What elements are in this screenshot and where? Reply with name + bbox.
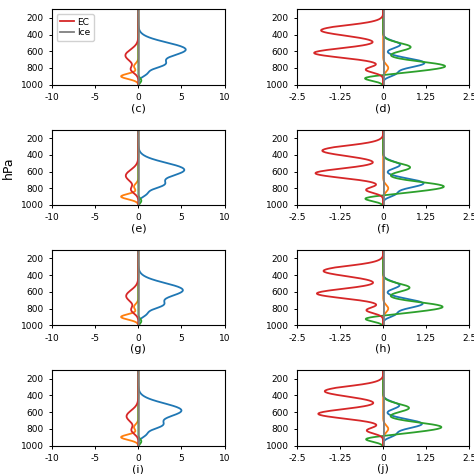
X-axis label: (e): (e) bbox=[130, 224, 146, 234]
X-axis label: (j): (j) bbox=[377, 464, 389, 474]
Y-axis label: hPa: hPa bbox=[2, 156, 15, 179]
X-axis label: (d): (d) bbox=[375, 103, 391, 113]
X-axis label: (f): (f) bbox=[377, 224, 390, 234]
Legend: EC, Ice: EC, Ice bbox=[57, 14, 94, 41]
X-axis label: (h): (h) bbox=[375, 344, 391, 354]
X-axis label: (g): (g) bbox=[130, 344, 146, 354]
X-axis label: (c): (c) bbox=[131, 103, 146, 113]
X-axis label: (i): (i) bbox=[132, 464, 144, 474]
